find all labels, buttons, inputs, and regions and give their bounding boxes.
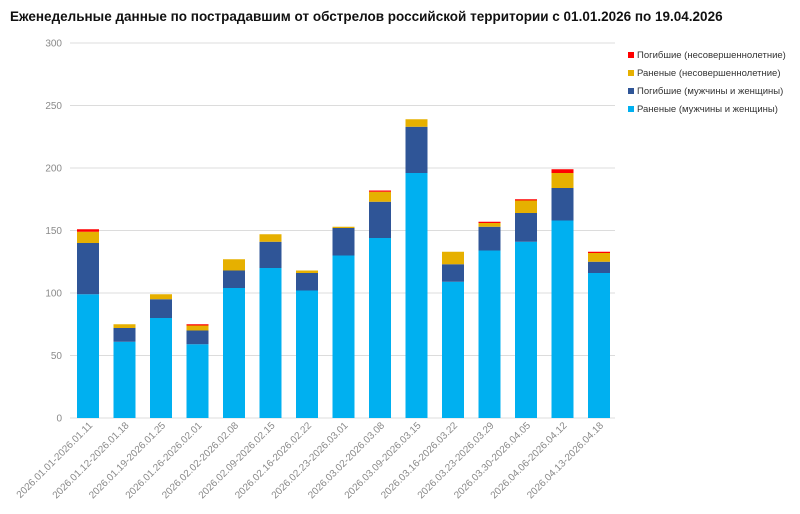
bar-segment — [150, 318, 172, 418]
y-tick-label: 150 — [45, 226, 62, 237]
bar-segment — [259, 241, 282, 268]
bar-segment — [296, 273, 318, 291]
bar-segment — [515, 241, 537, 418]
bar-segment — [369, 190, 391, 192]
bar-segment — [186, 325, 209, 331]
x-tick-label: 2026.04.13-2026.04.18 — [525, 420, 606, 501]
legend-swatch — [628, 70, 634, 76]
y-tick-label: 300 — [45, 39, 62, 50]
bar-segment — [186, 330, 209, 345]
bar-segment — [551, 173, 574, 188]
bar-segment — [296, 290, 318, 418]
bar-segment — [259, 234, 282, 242]
legend-swatch — [628, 88, 634, 94]
bar-segment — [259, 268, 282, 418]
bar-segment — [150, 299, 172, 318]
legend-label: Раненые (мужчины и женщины) — [637, 104, 778, 115]
bar-segment — [186, 344, 209, 418]
bar-segment — [113, 341, 136, 418]
bar-segment — [369, 201, 391, 238]
bar-segment — [588, 253, 610, 262]
bar-segment — [223, 270, 245, 288]
bar-segment — [442, 251, 464, 265]
legend-label: Раненые (несовершеннолетние) — [637, 68, 781, 79]
bar-segment — [405, 119, 428, 127]
bar-segment — [588, 273, 610, 418]
bar-segment — [113, 328, 136, 342]
bar-segment — [332, 255, 355, 418]
y-tick-label: 250 — [45, 101, 62, 112]
bar-segment — [77, 229, 99, 232]
legend-label: Погибшие (мужчины и женщины) — [637, 86, 783, 97]
bar-segment — [442, 281, 464, 418]
legend-swatch — [628, 52, 634, 58]
bar-segment — [478, 223, 501, 227]
bar-segment — [405, 173, 428, 418]
legend-swatch — [628, 106, 634, 112]
bar-segment — [405, 126, 428, 173]
bar-segment — [515, 213, 537, 242]
bar-segment — [478, 226, 501, 251]
bar-segment — [588, 261, 610, 273]
bar-segment — [113, 324, 136, 328]
bar-segment — [77, 243, 99, 295]
bar-segment — [478, 250, 501, 418]
bar-segment — [369, 191, 391, 202]
y-tick-label: 200 — [45, 164, 62, 175]
bar-segment — [223, 259, 245, 271]
bar-segment — [369, 238, 391, 418]
bar-segment — [77, 294, 99, 418]
bar-segment — [332, 226, 355, 228]
y-tick-label: 0 — [56, 414, 62, 425]
bar-segment — [551, 188, 574, 221]
y-tick-label: 100 — [45, 289, 62, 300]
bar-segment — [515, 200, 537, 213]
legend-label: Погибшие (несовершеннолетние) — [637, 50, 786, 61]
y-tick-label: 50 — [51, 351, 63, 362]
bar-segment — [551, 220, 574, 418]
bar-segment — [186, 324, 209, 326]
bar-segment — [551, 169, 574, 173]
bar-segment — [588, 251, 610, 253]
bar-segment — [332, 228, 355, 256]
bar-segment — [296, 270, 318, 273]
bar-segment — [442, 264, 464, 282]
bar-segment — [515, 199, 537, 201]
bar-segment — [150, 294, 172, 300]
bar-segment — [223, 288, 245, 418]
chart-title: Еженедельные данные по пострадавшим от о… — [10, 9, 723, 24]
bar-segment — [77, 231, 99, 243]
bar-segment — [478, 221, 501, 223]
